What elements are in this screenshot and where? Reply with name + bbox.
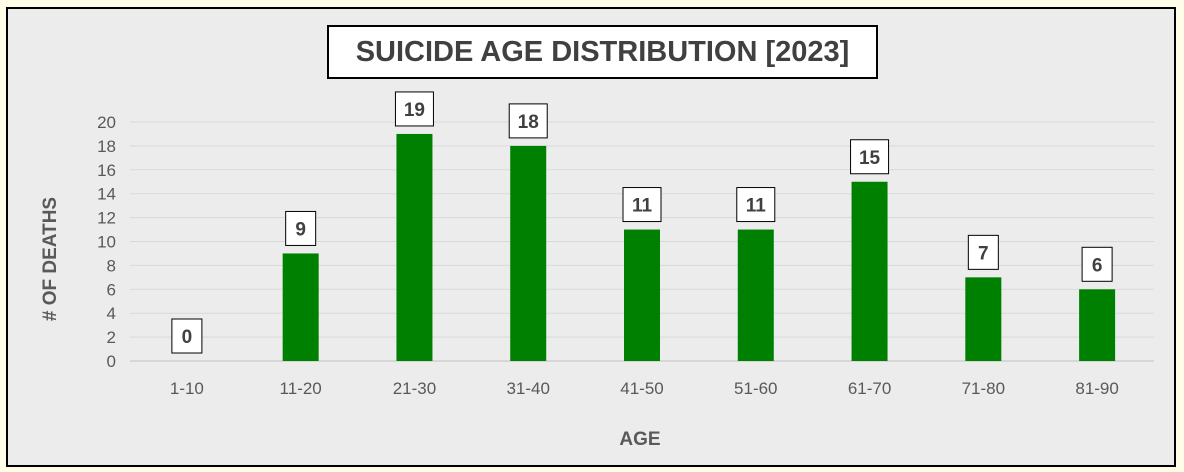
bar [965,277,1002,361]
data-label: 6 [1092,255,1103,276]
y-tick-label: 18 [97,137,116,156]
data-label: 11 [746,196,767,217]
x-tick-label: 81-90 [1075,379,1118,398]
x-tick-label: 71-80 [962,379,1005,398]
y-tick-label: 10 [97,233,116,252]
bar [851,181,888,361]
y-tick-label: 0 [107,352,116,371]
bar [396,133,433,361]
chart-title: SUICIDE AGE DISTRIBUTION [2023] [327,25,878,79]
y-tick-label: 12 [97,209,116,228]
data-label-box [508,103,548,139]
data-label-box [394,91,434,127]
chart-frame: SUICIDE AGE DISTRIBUTION [2023] 0 2 4 6 8 10 1… [6,7,1176,467]
y-tick-label: 6 [107,280,116,299]
data-label: 19 [404,100,425,121]
data-label: 0 [182,327,193,348]
x-tick-label: 1-10 [170,379,204,398]
data-label-box [850,139,890,175]
y-axis-title: # OF DEATHS [40,197,61,321]
x-tick-label: 31-40 [506,379,549,398]
bar [1079,289,1116,361]
bar-chart: 0 2 4 6 8 10 12 14 16 18 20 1-10 11-20 21-30 31-40 41-5… [40,91,1154,450]
data-label: 7 [978,243,989,264]
x-tick-label: 41-50 [620,379,663,398]
data-label: 11 [632,196,653,217]
x-axis-title: AGE [619,429,660,450]
data-label-box [736,187,776,223]
y-tick-label: 16 [97,161,116,180]
x-tick-label: 21-30 [393,379,436,398]
bar [737,229,774,361]
data-label-box [967,234,999,270]
data-label-box [285,210,317,246]
bar [624,229,660,361]
data-label: 15 [859,148,881,169]
data-label-box [1081,246,1113,282]
y-tick-label: 4 [107,304,116,323]
x-tick-label: 61-70 [848,379,891,398]
data-label: 18 [518,112,539,133]
y-tick-label: 8 [107,256,116,275]
bar [510,145,547,361]
bar [282,253,319,361]
y-tick-label: 2 [107,328,116,347]
data-label: 9 [295,219,306,240]
x-tick-label: 51-60 [734,379,777,398]
x-tick-label: 11-20 [280,379,322,398]
y-tick-label: 20 [97,113,116,132]
y-tick-label: 14 [97,185,116,204]
data-label-box [622,187,662,223]
data-label-box [171,318,203,354]
